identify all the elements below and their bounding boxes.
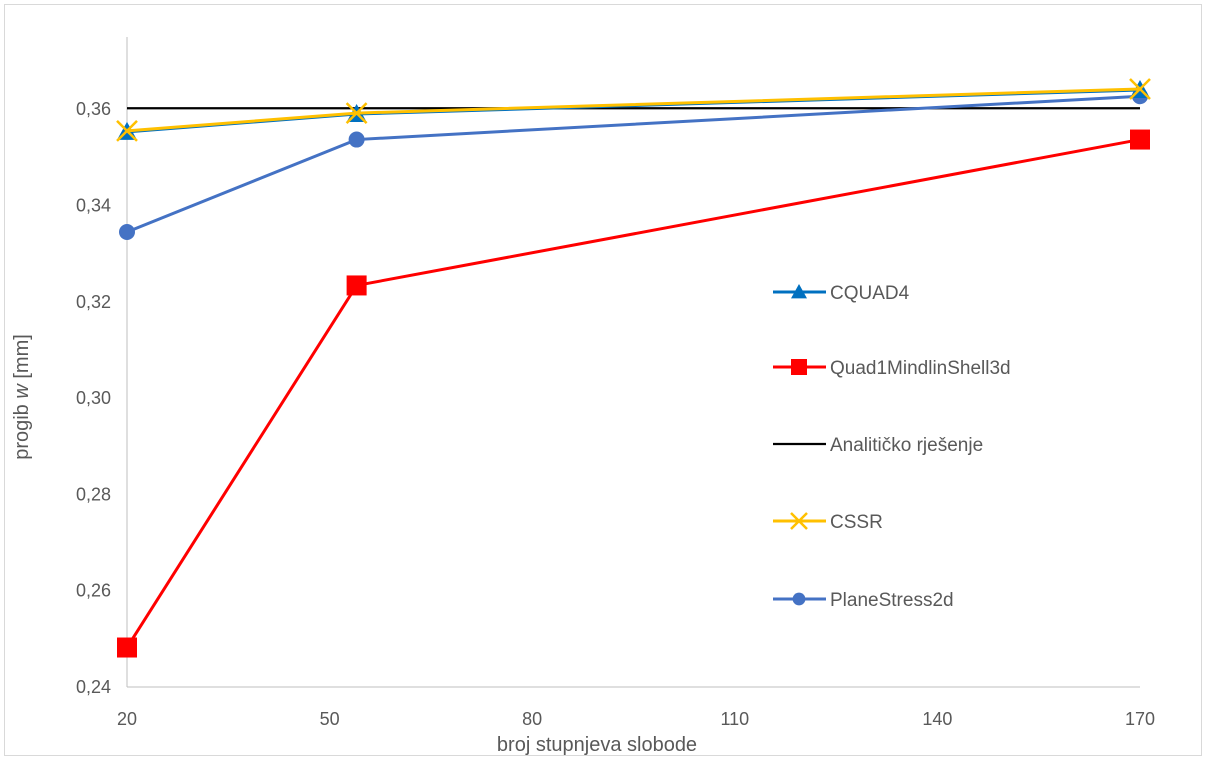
legend: CQUAD4 Quad1MindlinShell3d Analitičko rješ… xyxy=(773,283,1011,611)
y-tick-label: 0,32 xyxy=(76,292,111,312)
y-axis-title-unit: [mm] xyxy=(11,334,33,384)
legend-label: CSSR xyxy=(830,512,883,533)
triangle-marker xyxy=(791,284,807,299)
series-group xyxy=(119,88,1148,240)
y-tick-label: 0,36 xyxy=(76,99,111,119)
y-axis-title-variable: w xyxy=(11,383,33,399)
legend-label: PlaneStress2d xyxy=(830,590,954,611)
x-marker xyxy=(345,102,368,124)
x-tick-label: 80 xyxy=(522,709,542,729)
x-tick-label: 20 xyxy=(117,709,137,729)
x-tick-label: 170 xyxy=(1125,709,1155,729)
square-marker xyxy=(1130,129,1150,150)
x-marker xyxy=(1129,78,1151,100)
series-group xyxy=(117,79,1150,140)
x-marker xyxy=(790,512,808,530)
circle-marker xyxy=(348,131,365,148)
y-axis-title-part: progib xyxy=(11,399,33,460)
x-axis-title: broj stupnjeva slobode xyxy=(497,734,697,756)
circle-marker xyxy=(119,224,135,240)
y-tick-label: 0,28 xyxy=(76,484,111,504)
legend-label: Quad1MindlinShell3d xyxy=(830,358,1011,379)
legend-entry: CQUAD4 xyxy=(773,283,910,304)
series-group xyxy=(117,129,1150,658)
legend-entry: PlaneStress2d xyxy=(773,590,954,611)
legend-entry: Analitičko rješenje xyxy=(773,435,983,456)
legend-label: CQUAD4 xyxy=(830,283,910,304)
y-tick-label: 0,24 xyxy=(76,677,111,697)
axes xyxy=(126,37,1140,688)
y-tick-label: 0,34 xyxy=(76,196,111,216)
plot-area xyxy=(116,78,1151,658)
series-line xyxy=(125,138,1141,649)
square-marker xyxy=(117,637,137,658)
legend-entry: CSSR xyxy=(773,512,883,533)
y-axis-title: progib w [mm] xyxy=(11,334,33,460)
y-tick-labels: 0,24 0,26 0,28 0,30 0,32 0,34 0,36 xyxy=(76,99,111,697)
circle-marker xyxy=(792,592,806,606)
chart-frame xyxy=(4,4,1202,756)
legend-entry: Quad1MindlinShell3d xyxy=(773,358,1011,379)
x-tick-label: 110 xyxy=(720,709,749,729)
series-group xyxy=(116,78,1151,142)
legend-label: Analitičko rješenje xyxy=(830,435,983,456)
y-tick-label: 0,30 xyxy=(76,388,111,408)
square-marker xyxy=(791,359,807,375)
x-tick-label: 50 xyxy=(320,709,340,729)
x-marker xyxy=(116,120,138,142)
y-tick-label: 0,26 xyxy=(76,581,111,601)
x-tick-label: 140 xyxy=(922,709,952,729)
square-marker xyxy=(346,275,367,296)
x-tick-labels: 20 50 80 110 140 170 xyxy=(117,709,1155,729)
series-line xyxy=(126,94,1141,234)
